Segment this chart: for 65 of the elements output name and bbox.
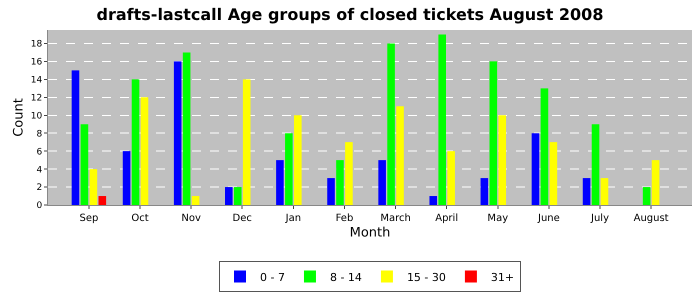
x-tick-label: April <box>435 213 458 224</box>
bar <box>98 196 106 205</box>
bar <box>242 79 250 205</box>
bar <box>642 187 650 205</box>
bar <box>174 61 182 205</box>
legend-label: 8 - 14 <box>330 270 362 284</box>
x-tick-label: June <box>537 213 560 224</box>
bar <box>447 151 455 205</box>
bar <box>652 160 660 205</box>
bar <box>234 187 242 205</box>
x-tick-label: Jan <box>284 213 302 224</box>
bar <box>276 160 284 205</box>
legend-label: 31+ <box>490 270 514 284</box>
y-tick-label: 4 <box>36 165 42 176</box>
bar <box>294 115 302 205</box>
x-tick-label: Nov <box>181 213 201 224</box>
bar <box>540 88 548 205</box>
x-axis-title: Month <box>350 226 390 241</box>
bar <box>480 178 488 205</box>
bar <box>592 124 600 205</box>
bar <box>72 70 80 205</box>
y-tick-label: 8 <box>36 129 42 140</box>
x-tick-label: May <box>487 213 508 224</box>
bar <box>438 34 446 205</box>
y-tick-label: 16 <box>30 58 42 68</box>
bar <box>80 124 88 205</box>
bar <box>378 160 386 205</box>
legend-label: 0 - 7 <box>260 270 285 284</box>
bar <box>122 151 130 205</box>
y-tick-label: 2 <box>36 183 42 194</box>
bar <box>532 133 540 205</box>
bar <box>550 142 558 205</box>
x-tick-label: August <box>634 213 669 224</box>
bar <box>396 106 404 205</box>
bar <box>345 142 353 205</box>
bar <box>140 97 148 205</box>
bar <box>327 178 335 205</box>
bar <box>132 79 140 205</box>
bar <box>387 43 395 205</box>
bar <box>600 178 608 205</box>
bar <box>90 169 98 205</box>
y-tick-label: 12 <box>30 93 42 104</box>
y-tick-label: 0 <box>36 201 42 212</box>
bar <box>490 61 498 205</box>
bar <box>182 52 190 205</box>
y-tick-label: 10 <box>30 111 42 122</box>
bar <box>498 115 506 205</box>
x-tick-label: Sep <box>79 213 98 224</box>
bar <box>192 196 200 205</box>
y-tick-label: 14 <box>30 76 42 86</box>
x-tick-label: Oct <box>131 213 149 224</box>
chart-title: drafts-lastcall Age groups of closed tickets August 2008 <box>96 5 604 24</box>
x-tick-label: July <box>590 213 610 224</box>
bar <box>582 178 590 205</box>
y-tick-label: 6 <box>36 147 42 158</box>
x-tick-label: Feb <box>336 213 354 224</box>
bar <box>285 133 293 205</box>
x-tick-label: Dec <box>232 213 252 224</box>
legend-label: 15 - 30 <box>406 270 446 284</box>
y-axis-title: Count <box>12 98 27 137</box>
x-tick-label: March <box>380 213 411 224</box>
bar <box>225 187 233 205</box>
bar <box>336 160 344 205</box>
bar <box>429 196 438 205</box>
y-tick-label: 18 <box>30 40 42 50</box>
